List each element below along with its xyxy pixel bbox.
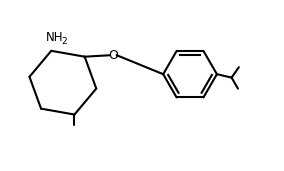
Text: 2: 2: [61, 37, 66, 46]
Text: NH: NH: [46, 31, 64, 44]
Text: O: O: [108, 49, 118, 62]
